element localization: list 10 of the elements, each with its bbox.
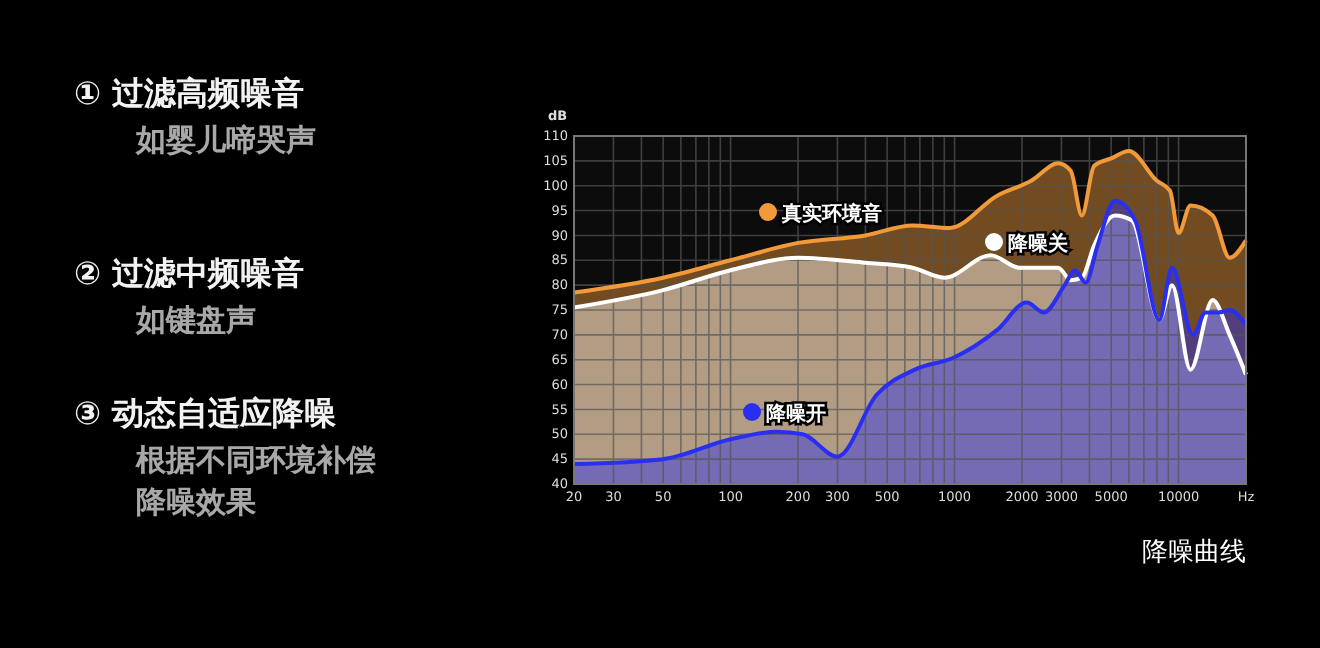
text: 根据不同环境补偿降噪效果 xyxy=(134,442,376,520)
text: 如婴儿啼哭声 xyxy=(134,122,316,158)
text: 如键盘声 xyxy=(134,302,256,338)
legend-label: 降噪关 xyxy=(1008,232,1070,256)
legend-label: 真实环境音 xyxy=(780,202,882,226)
text: ② 过滤中频噪音 xyxy=(74,254,305,292)
text: 降噪曲线 xyxy=(1142,538,1246,568)
text: ③ 动态自适应降噪 xyxy=(74,394,337,432)
text: ① 过滤高频噪音 xyxy=(74,74,305,112)
legend-label: 降噪开 xyxy=(766,402,826,426)
